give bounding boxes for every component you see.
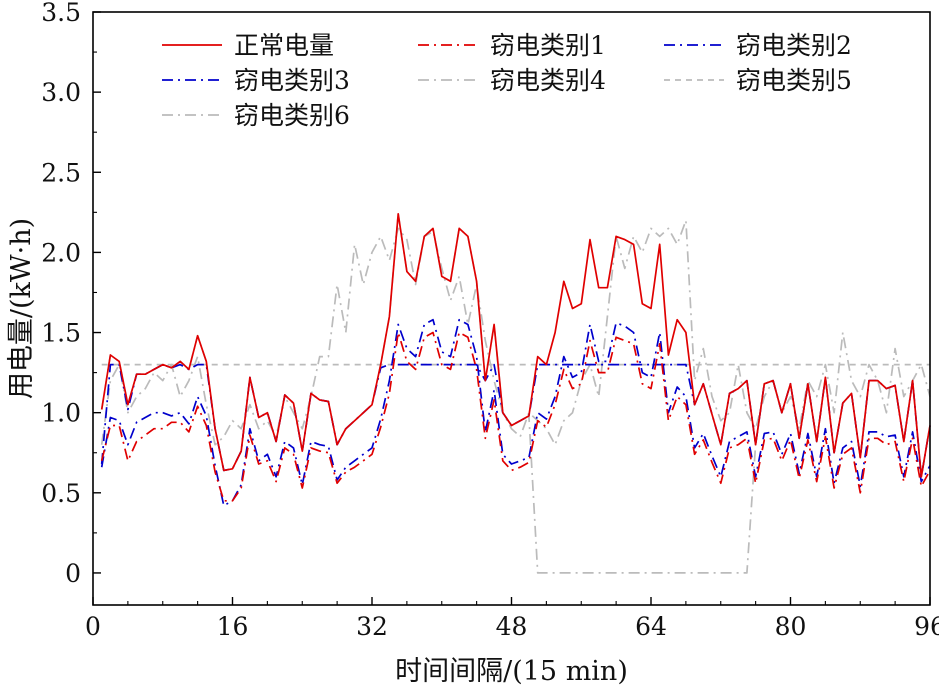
x-tick-label: 64	[635, 612, 667, 641]
y-tick-label: 3.0	[41, 78, 81, 107]
y-tick-label: 1.0	[41, 399, 81, 428]
legend-label-2: 窃电类别1	[490, 31, 606, 60]
y-tick-label: 0.5	[41, 479, 81, 508]
legend-label-4: 窃电类别3	[234, 66, 350, 95]
x-tick-label: 80	[775, 612, 807, 641]
x-tick-label: 16	[217, 612, 249, 641]
series-line-7	[100, 219, 931, 446]
series-line-3	[100, 318, 931, 507]
y-tick-label: 2.0	[41, 238, 81, 267]
y-axis-label: 用电量/(kW·h)	[6, 218, 37, 399]
y-tick-label: 0	[65, 559, 81, 588]
legend-label-7: 窃电类别6	[234, 101, 350, 130]
plot-frame	[92, 11, 931, 606]
legend-label-6: 窃电类别5	[736, 66, 852, 95]
x-tick-label: 32	[356, 612, 388, 641]
series-line-2	[100, 331, 931, 502]
x-tick-label: 48	[496, 612, 528, 641]
ticks-layer: 0 16 32 48 64 80 96 0 0.5 1.0 1.5 2.0 2.5 3.0 3.5	[41, 0, 939, 641]
series-layer	[100, 213, 931, 574]
y-tick-label: 1.5	[41, 319, 81, 348]
x-axis-label: 时间间隔/(15 min)	[395, 656, 628, 687]
series-line-4	[100, 363, 931, 478]
legend-label-5: 窃电类别4	[490, 66, 606, 95]
y-tick-label: 2.5	[41, 158, 81, 187]
x-tick-label: 0	[85, 612, 101, 641]
series-line-1	[100, 213, 931, 478]
legend-label-3: 窃电类别2	[736, 31, 852, 60]
legend-label-1: 正常电量	[234, 31, 334, 60]
x-tick-label: 96	[914, 612, 939, 641]
legend: 正常电量 窃电类别1 窃电类别2 窃电类别3 窃电类别4 窃电类别5 窃电类别6	[162, 31, 852, 130]
y-tick-label: 3.5	[41, 0, 81, 27]
